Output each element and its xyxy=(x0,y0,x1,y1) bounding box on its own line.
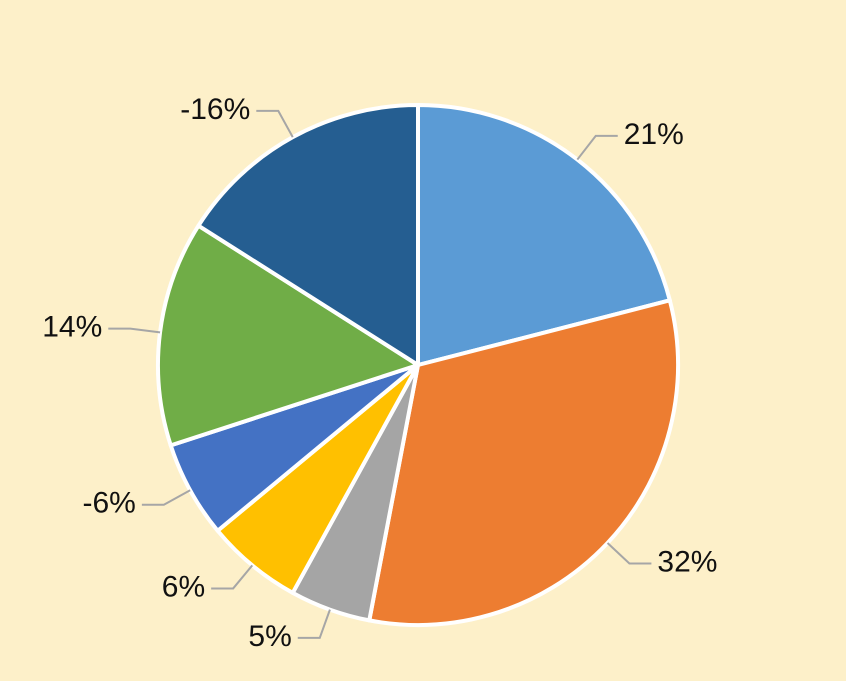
data-label: 6% xyxy=(162,570,205,603)
data-label: 5% xyxy=(248,620,291,653)
leader-line xyxy=(297,609,331,639)
leader-line xyxy=(256,109,294,138)
data-label: 14% xyxy=(42,311,102,344)
leader-line xyxy=(606,542,652,565)
data-label: -16% xyxy=(180,93,250,126)
data-label: -6% xyxy=(83,487,136,520)
leader-line xyxy=(576,134,618,161)
leader-line xyxy=(141,489,191,506)
data-label: 21% xyxy=(624,118,684,151)
leader-line xyxy=(211,564,254,590)
pie-slice xyxy=(367,298,680,627)
pie-slice xyxy=(196,103,420,367)
leader-line xyxy=(108,327,161,334)
data-label: 32% xyxy=(657,545,717,578)
pie-slice xyxy=(156,223,420,448)
